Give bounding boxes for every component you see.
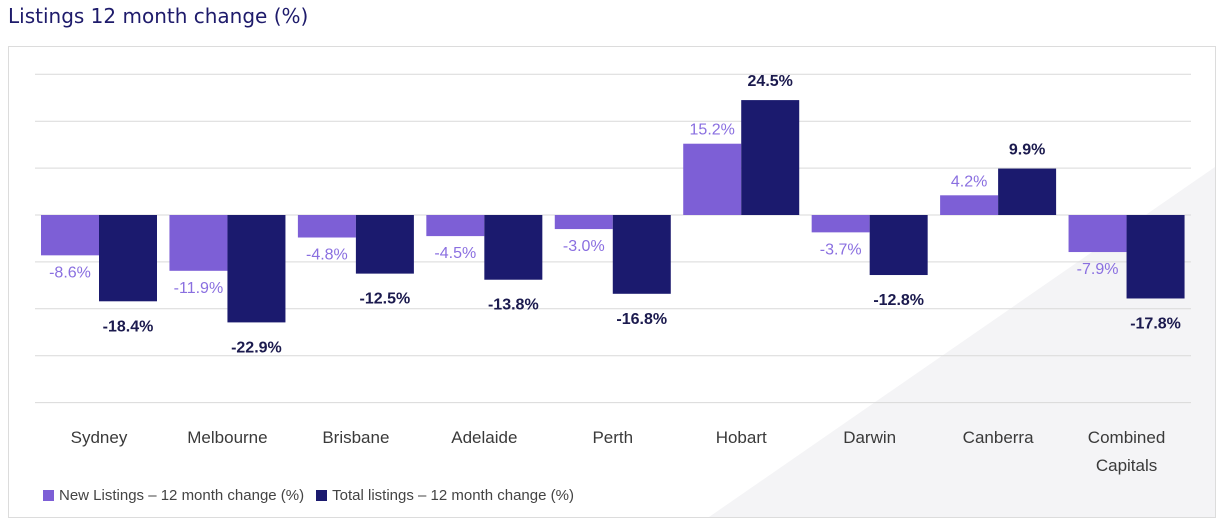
data-label-new: -4.8% [306, 247, 348, 264]
category-label: Capitals [1096, 456, 1157, 475]
data-label-new: -11.9% [174, 280, 224, 297]
category-label: Sydney [71, 428, 128, 447]
category-label: Darwin [843, 428, 896, 447]
bar-new-listings [683, 143, 742, 215]
bar-total-listings [99, 215, 157, 302]
bar-new-listings [940, 195, 999, 215]
bar-total-listings [355, 215, 414, 274]
category-label: Combined [1088, 428, 1166, 447]
data-label-total: -18.4% [103, 318, 154, 335]
legend-swatch-new [43, 490, 54, 501]
bar-total-listings [998, 168, 1057, 215]
data-label-total: 24.5% [748, 73, 793, 90]
bar-total-listings [484, 215, 543, 280]
bar-new-listings [1068, 215, 1127, 253]
data-label-total: -12.5% [360, 291, 411, 308]
page-title: Listings 12 month change (%) [8, 4, 309, 28]
bar-new-listings [426, 215, 485, 237]
data-label-new: -3.0% [563, 238, 605, 255]
bar-new-listings [554, 215, 613, 230]
category-label: Canberra [963, 428, 1034, 447]
data-label-total: 9.9% [1009, 142, 1045, 159]
legend-label-total: Total listings – 12 month change (%) [332, 487, 574, 504]
data-label-new: 15.2% [690, 122, 735, 139]
data-label-new: -8.6% [49, 264, 91, 281]
bar-new-listings [41, 215, 99, 256]
bar-total-listings [869, 215, 928, 276]
legend-item-total: Total listings – 12 month change (%) [316, 487, 574, 504]
bar-new-listings [297, 215, 356, 238]
category-label: Melbourne [187, 428, 267, 447]
data-label-total: -22.9% [231, 339, 282, 356]
bar-total-listings [741, 100, 800, 215]
data-label-total: -13.8% [488, 297, 539, 314]
legend-item-new: New Listings – 12 month change (%) [43, 487, 304, 504]
data-label-total: -16.8% [616, 311, 667, 328]
bar-total-listings [612, 215, 671, 294]
bar-new-listings [811, 215, 870, 233]
category-label: Brisbane [322, 428, 389, 447]
data-label-new: 4.2% [951, 173, 987, 190]
category-label: Perth [592, 428, 633, 447]
data-label-new: -7.9% [1077, 261, 1119, 278]
bar-new-listings [169, 215, 228, 271]
legend-swatch-total [316, 490, 328, 501]
category-label: Hobart [716, 428, 767, 447]
legend: New Listings – 12 month change (%) Total… [43, 487, 574, 504]
data-label-new: -4.5% [434, 245, 476, 262]
data-label-total: -12.8% [873, 292, 924, 309]
background-decoration [709, 167, 1215, 517]
bar-total-listings [1126, 215, 1185, 299]
bar-total-listings [227, 215, 286, 323]
data-label-total: -17.8% [1130, 315, 1181, 332]
data-label-new: -3.7% [820, 241, 862, 258]
chart-panel: -8.6% -18.4% Sydney -11.9% -22.9% Melbourne -4… [8, 46, 1216, 518]
bar-chart: -8.6% -18.4% Sydney -11.9% -22.9% Melbourne -4… [35, 73, 1191, 475]
category-label: Adelaide [451, 428, 517, 447]
legend-label-new: New Listings – 12 month change (%) [59, 487, 305, 504]
